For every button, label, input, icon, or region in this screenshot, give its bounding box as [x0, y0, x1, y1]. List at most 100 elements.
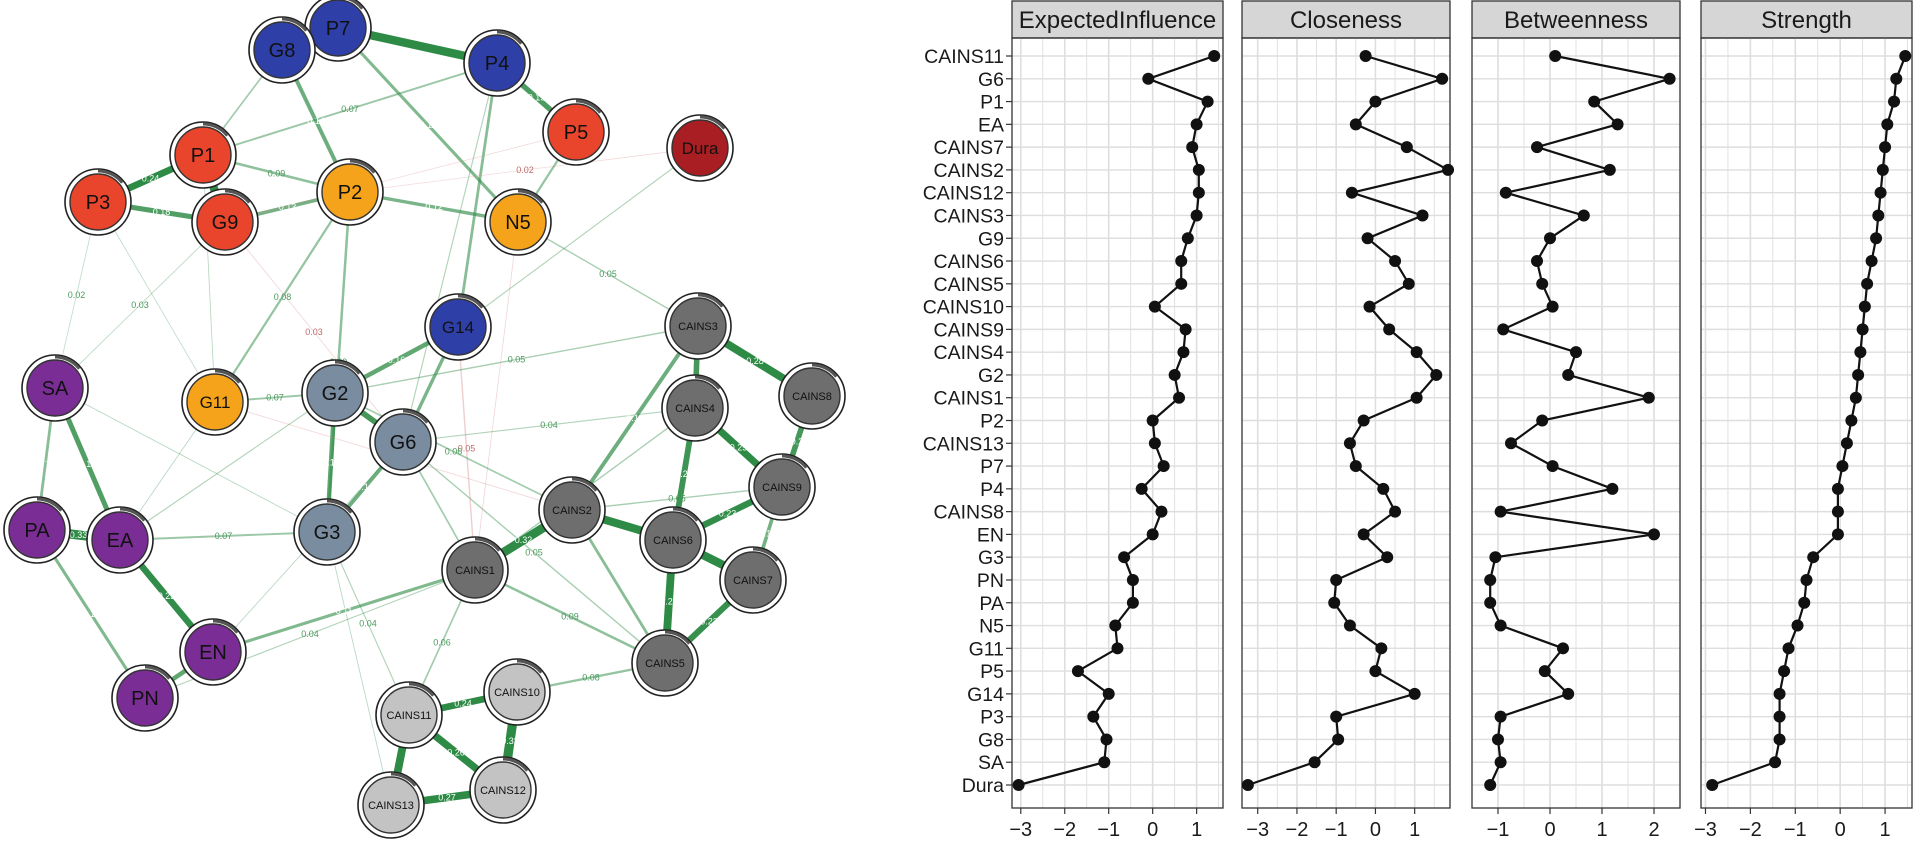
- grid: [1701, 38, 1912, 808]
- data-point-cains5: [1861, 277, 1874, 290]
- x-tick-label: 1: [1596, 819, 1607, 841]
- data-point-cains4: [1854, 346, 1867, 359]
- edge-label-CAINS1-CAINS11: 0.06: [433, 638, 451, 648]
- node-cains6: CAINS6: [639, 506, 707, 574]
- data-point-cains7: [1186, 141, 1199, 154]
- data-point-sa: [1494, 756, 1507, 769]
- edge-label-Dura-P2: 0.02: [516, 165, 534, 175]
- edge-label-G3-CAINS11: 0.04: [359, 619, 377, 629]
- data-point-cains1: [1410, 391, 1423, 404]
- data-point-cains11: [1899, 50, 1912, 62]
- edge-label-P1-P2: 0.09: [268, 169, 286, 179]
- x-tick-label: −3: [1694, 819, 1717, 841]
- x-tick-label: 0: [1544, 819, 1555, 841]
- data-point-p1: [1888, 95, 1901, 108]
- data-point-g11: [1111, 642, 1124, 655]
- node-label: G3: [314, 522, 341, 544]
- y-tick-label-g14: G14: [967, 684, 1004, 706]
- x-tick-label: 2: [1648, 819, 1659, 841]
- x-tick-label: −2: [1053, 819, 1076, 841]
- edge-N5-CAINS3: [517, 221, 699, 327]
- node-label: CAINS8: [792, 391, 832, 403]
- grid: [1012, 38, 1223, 808]
- y-tick-label-cains9: CAINS9: [934, 319, 1004, 341]
- node-pn: PN: [111, 664, 179, 732]
- node-label: G11: [200, 393, 231, 412]
- data-point-g14: [1102, 687, 1115, 700]
- data-point-pa: [1798, 596, 1811, 609]
- data-point-g2: [1430, 368, 1443, 381]
- data-point-cains6: [1175, 255, 1188, 268]
- node-cains7: CAINS7: [719, 546, 787, 614]
- node-label: P5: [564, 122, 588, 144]
- node-cains5: CAINS5: [631, 629, 699, 697]
- data-point-pn: [1484, 573, 1497, 586]
- edge-EA-G2: [119, 392, 336, 541]
- data-point-pa: [1484, 596, 1497, 609]
- x-tick-label: −3: [1246, 819, 1269, 841]
- panel-title: ExpectedInfluence: [1019, 7, 1216, 34]
- data-point-cains8: [1494, 505, 1507, 518]
- edge-G9-G6: [224, 221, 404, 443]
- edge-label-CAINS2-CAINS3: 0.14: [626, 413, 644, 423]
- data-point-cains11: [1208, 50, 1221, 62]
- edge-label-G2-G3: 0.16: [322, 458, 340, 468]
- data-point-p5: [1778, 665, 1791, 678]
- data-point-g9: [1870, 232, 1883, 245]
- edge-label-G8-P2: 0.14: [307, 116, 325, 126]
- panel-border: [1471, 37, 1681, 809]
- y-tick-label-cains8: CAINS8: [934, 502, 1004, 524]
- edge-label-P4-P5: 0.19: [528, 93, 546, 103]
- data-point-en: [1146, 528, 1159, 541]
- y-tick-label-cains1: CAINS1: [934, 388, 1004, 410]
- edge-P5-G9: [224, 131, 577, 223]
- edge-label-CAINS8-CAINS9: 0.2: [791, 437, 804, 447]
- edge-label-CAINS13-CAINS12: 0.27: [438, 793, 456, 803]
- data-point-g11: [1375, 642, 1388, 655]
- edge-CAINS1-CAINS5: [474, 568, 666, 665]
- node-g11: G11: [181, 368, 249, 436]
- y-tick-label-cains2: CAINS2: [934, 160, 1004, 182]
- data-point-g8: [1773, 733, 1786, 746]
- panel-betweenness: Betweenness −1 0 1 2: [1471, 0, 1681, 841]
- data-point-p5: [1071, 665, 1084, 678]
- data-point-cains10: [1858, 300, 1871, 313]
- node-label: CAINS4: [675, 403, 715, 415]
- edge-label-SA-EA: 0.18: [79, 459, 97, 469]
- node-layer: P7 G8 P4 P5 Dura P1 P3 G9 P2 N5 G14 SA G11 G2 G6 CAINS3…: [3, 0, 846, 839]
- node-label: CAINS5: [645, 658, 685, 670]
- edge-label-PA-PN: 0.11: [83, 609, 100, 619]
- y-tick-label-g3: G3: [978, 547, 1004, 569]
- data-point-p1: [1369, 95, 1382, 108]
- panel-strip: [1011, 0, 1224, 39]
- y-tick-label-pn: PN: [977, 570, 1004, 592]
- y-tick-label-cains4: CAINS4: [934, 342, 1005, 364]
- data-point-en: [1648, 528, 1660, 541]
- data-point-cains7: [1400, 141, 1413, 154]
- data-point-g3: [1118, 551, 1131, 564]
- node-cains1: CAINS1: [441, 536, 509, 604]
- y-tick-label-p7: P7: [980, 456, 1004, 478]
- data-point-cains10: [1363, 300, 1376, 313]
- data-point-en: [1831, 528, 1844, 541]
- data-point-cains5: [1536, 277, 1549, 290]
- edge-CAINS2-CAINS3: [570, 324, 700, 512]
- edge-G3-CAINS13: [326, 531, 392, 806]
- y-tick-label-p1: P1: [980, 92, 1004, 114]
- x-tick-label: −1: [1097, 819, 1120, 841]
- edge-Dura-G14: [457, 147, 701, 328]
- data-point-pa: [1328, 596, 1341, 609]
- edge-label-EA-EN: 0.23: [158, 591, 176, 601]
- edge-label-CAINS11-CAINS12: 0.26: [447, 748, 465, 758]
- data-point-cains7: [1879, 141, 1892, 154]
- edge-label-N5-CAINS3: 0.05: [599, 269, 617, 279]
- y-tick-label-p5: P5: [980, 661, 1004, 683]
- data-point-cains9: [1179, 323, 1192, 336]
- node-cains3: CAINS3: [664, 292, 732, 360]
- edge-label-P3-G9: 0.18: [153, 207, 171, 217]
- edge-label-EA-G3: 0.07: [215, 531, 233, 541]
- data-point-cains6: [1865, 255, 1878, 268]
- edge-label-G14-G2: 0.16: [388, 355, 406, 365]
- y-tick-label-dura: Dura: [962, 775, 1004, 797]
- data-point-cains1: [1642, 391, 1655, 404]
